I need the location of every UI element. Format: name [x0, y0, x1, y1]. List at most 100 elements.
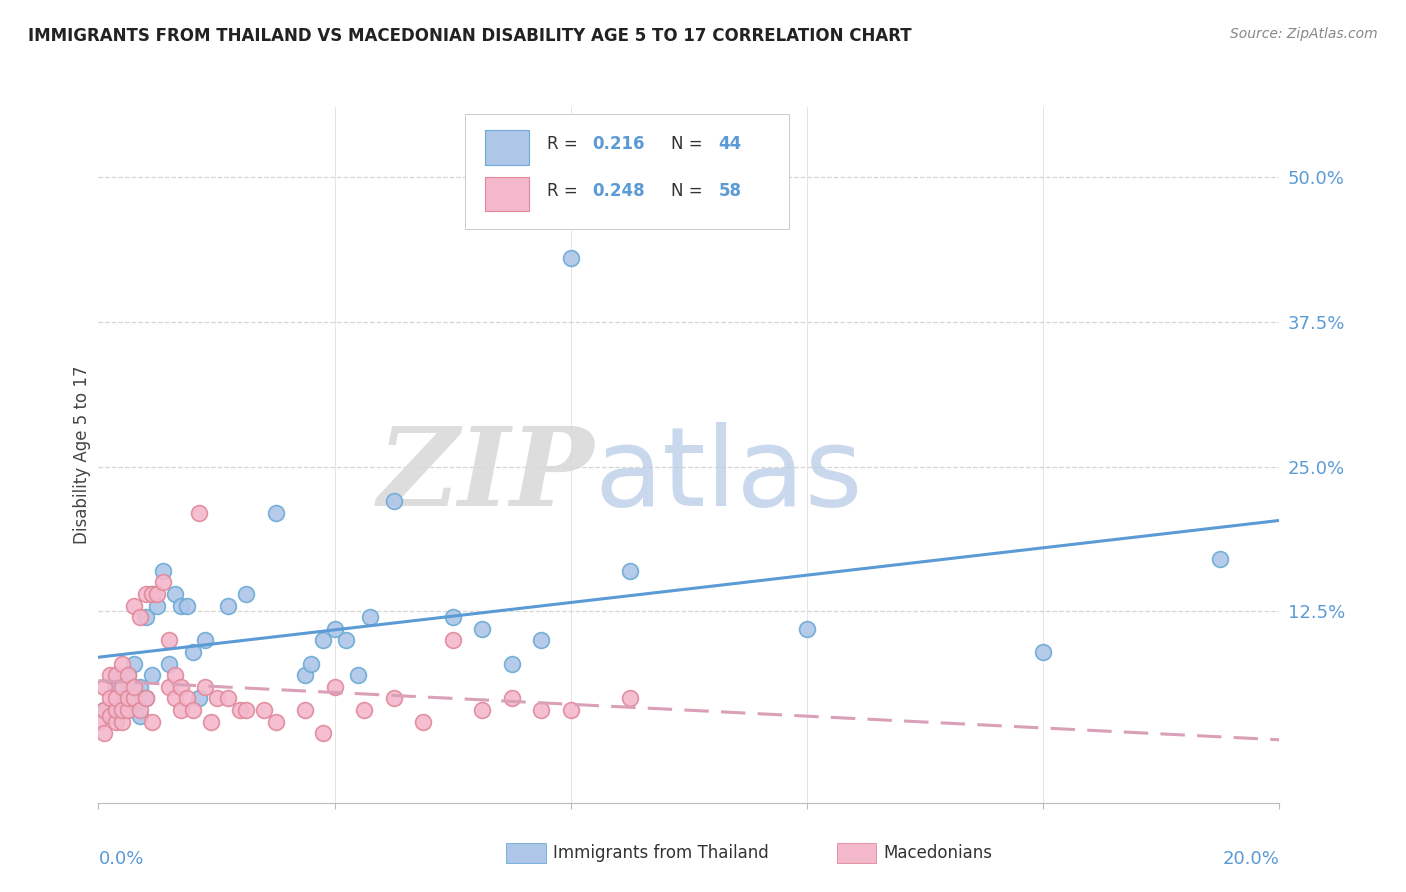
- Point: [176, 599, 198, 613]
- Point: [122, 698, 145, 712]
- Point: [135, 610, 157, 624]
- Point: [1209, 552, 1232, 566]
- Point: [382, 494, 405, 508]
- Point: [98, 708, 121, 723]
- Point: [93, 703, 115, 717]
- Point: [796, 622, 818, 636]
- Point: [111, 691, 134, 706]
- Point: [165, 691, 187, 706]
- Point: [217, 599, 239, 613]
- Text: 44: 44: [718, 135, 742, 153]
- Text: Macedonians: Macedonians: [883, 844, 993, 862]
- Point: [235, 587, 257, 601]
- Point: [141, 587, 163, 601]
- Point: [176, 691, 198, 706]
- Point: [117, 703, 139, 717]
- Point: [152, 564, 174, 578]
- Point: [98, 708, 121, 723]
- Point: [205, 691, 228, 706]
- Point: [128, 680, 150, 694]
- Point: [111, 680, 134, 694]
- Point: [359, 610, 381, 624]
- Point: [501, 657, 523, 671]
- Text: R =: R =: [547, 135, 583, 153]
- Text: ZIP: ZIP: [378, 422, 595, 530]
- Point: [111, 657, 134, 671]
- Point: [530, 703, 553, 717]
- Point: [122, 599, 145, 613]
- Point: [146, 599, 169, 613]
- Point: [122, 657, 145, 671]
- Point: [165, 668, 187, 682]
- Point: [98, 691, 121, 706]
- Point: [93, 726, 115, 740]
- Point: [299, 657, 322, 671]
- Point: [105, 680, 128, 694]
- Point: [170, 680, 193, 694]
- Point: [187, 506, 209, 520]
- Text: 0.216: 0.216: [592, 135, 644, 153]
- Point: [194, 633, 217, 648]
- Point: [87, 714, 110, 729]
- Point: [117, 668, 139, 682]
- Point: [117, 668, 139, 682]
- Point: [441, 610, 464, 624]
- Point: [111, 714, 134, 729]
- Text: N =: N =: [671, 182, 709, 200]
- Point: [157, 680, 180, 694]
- Point: [98, 668, 121, 682]
- Point: [157, 657, 180, 671]
- Point: [264, 714, 287, 729]
- Point: [312, 726, 335, 740]
- Text: atlas: atlas: [595, 422, 863, 529]
- Point: [294, 668, 316, 682]
- Text: N =: N =: [671, 135, 709, 153]
- Point: [187, 691, 209, 706]
- Point: [128, 708, 150, 723]
- Point: [135, 587, 157, 601]
- Point: [111, 703, 134, 717]
- Point: [382, 691, 405, 706]
- Point: [412, 714, 434, 729]
- Point: [105, 703, 128, 717]
- Text: 0.0%: 0.0%: [98, 850, 143, 868]
- Point: [157, 633, 180, 648]
- FancyBboxPatch shape: [485, 177, 530, 211]
- Point: [264, 506, 287, 520]
- Point: [170, 703, 193, 717]
- Point: [128, 703, 150, 717]
- Point: [122, 680, 145, 694]
- Point: [117, 703, 139, 717]
- Point: [105, 668, 128, 682]
- Point: [200, 714, 222, 729]
- Point: [105, 703, 128, 717]
- Point: [560, 251, 582, 265]
- Point: [194, 680, 217, 694]
- Point: [353, 703, 375, 717]
- Point: [181, 703, 204, 717]
- Point: [235, 703, 257, 717]
- Point: [347, 668, 370, 682]
- Point: [181, 645, 204, 659]
- Point: [323, 622, 346, 636]
- Point: [105, 691, 128, 706]
- Point: [165, 587, 187, 601]
- Point: [141, 714, 163, 729]
- Point: [253, 703, 276, 717]
- Point: [501, 691, 523, 706]
- Text: R =: R =: [547, 182, 583, 200]
- Point: [530, 633, 553, 648]
- Point: [117, 691, 139, 706]
- Point: [560, 703, 582, 717]
- Point: [471, 703, 494, 717]
- Point: [152, 575, 174, 590]
- Point: [105, 714, 128, 729]
- Text: 20.0%: 20.0%: [1223, 850, 1279, 868]
- Point: [141, 587, 163, 601]
- Point: [146, 587, 169, 601]
- Point: [135, 691, 157, 706]
- Point: [229, 703, 252, 717]
- Point: [128, 610, 150, 624]
- Point: [619, 691, 641, 706]
- Point: [1032, 645, 1054, 659]
